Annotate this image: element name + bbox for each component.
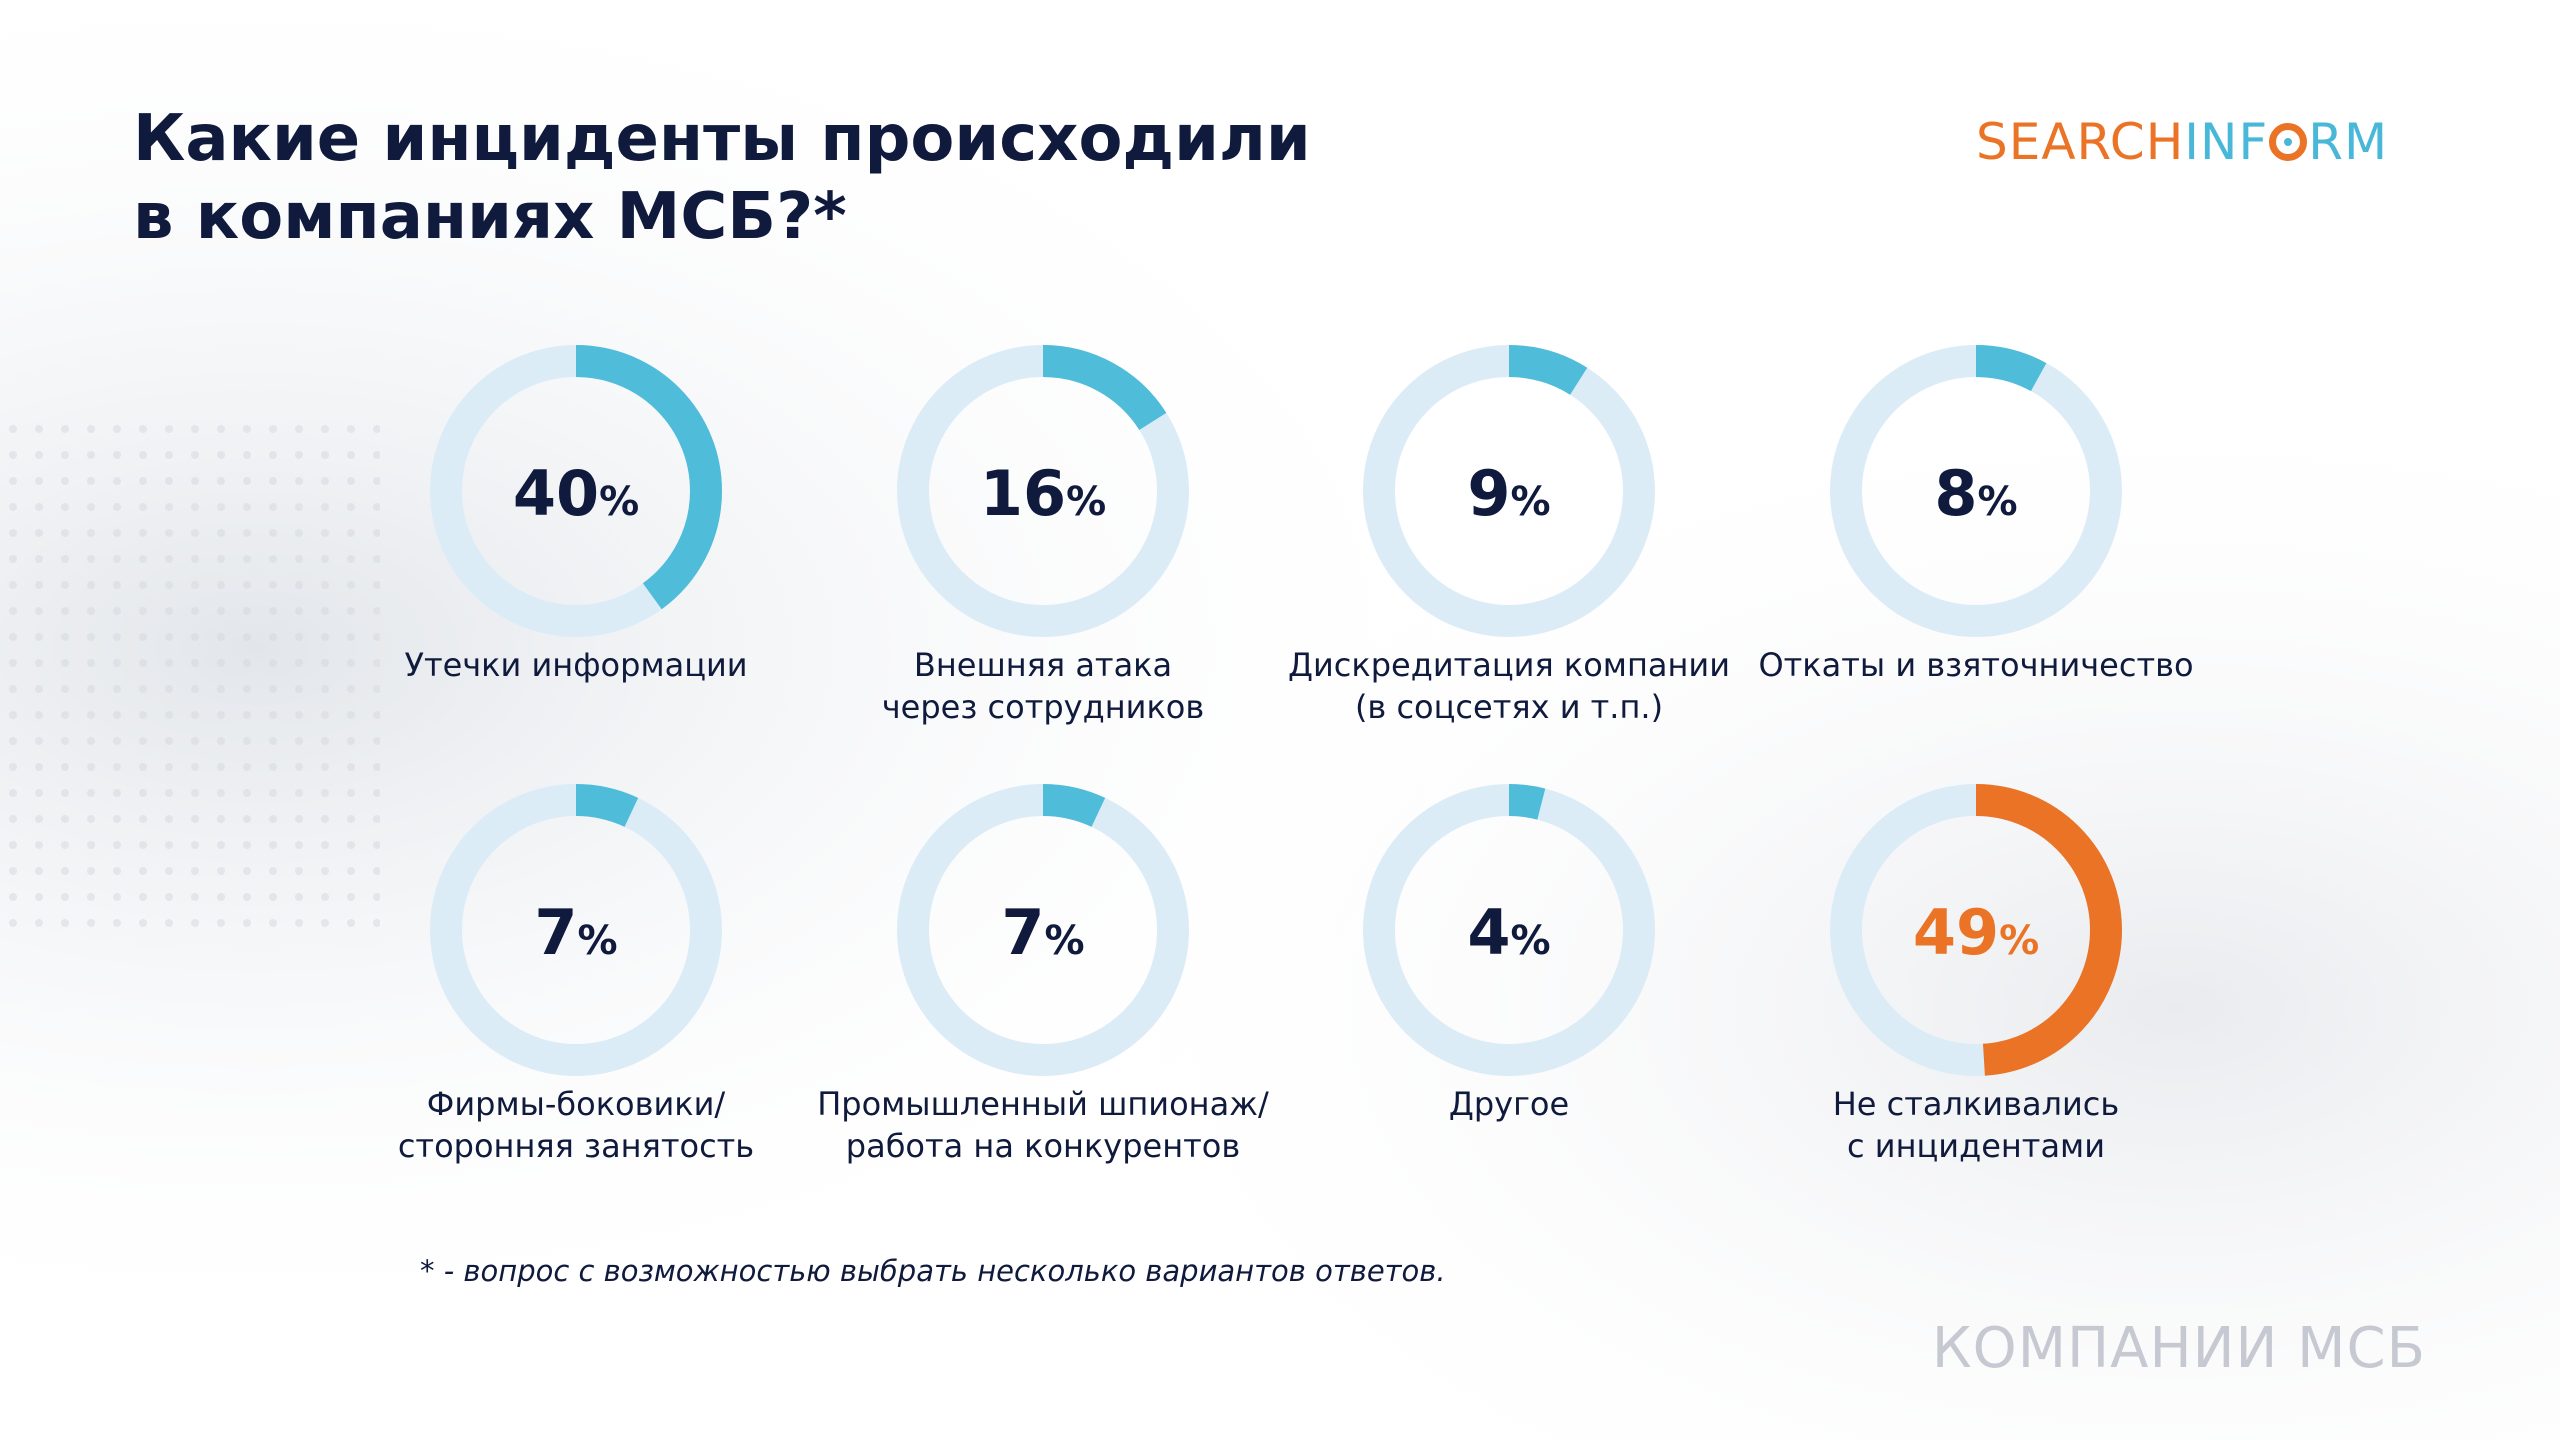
page-title-line-2: в компаниях МСБ?* (133, 180, 847, 254)
donut-2: 16% (897, 345, 1189, 637)
donut-category-label: Не сталкивались с инцидентами (1746, 1083, 2206, 1167)
donut-category-label-line: Другое (1448, 1085, 1570, 1123)
donut-4: 8% (1830, 345, 2122, 637)
donut-category-label-line: Утечки информации (404, 646, 748, 684)
donut-value-arc (1363, 345, 1655, 637)
donut-category-label: Откаты и взяточничество (1746, 644, 2206, 686)
donut-category-label-line: сторонняя занятость (397, 1127, 755, 1165)
donut-value-arc (897, 784, 1189, 1076)
donut-category-label: Другое (1279, 1083, 1739, 1125)
donut-category-label-line: Промышленный шпионаж/ (817, 1085, 1269, 1123)
donut-category-label-line: Дискредитация компании (1288, 646, 1730, 684)
donut-7: 4% (1363, 784, 1655, 1076)
donut-category-label-line: через сотрудников (881, 688, 1205, 726)
page-title: Какие инциденты происходили в компаниях … (133, 100, 1433, 256)
data-label: 8% (1934, 457, 2017, 530)
data-label: 49% (1913, 896, 2039, 969)
donut-category-label-line: Не сталкивались (1832, 1085, 2120, 1123)
donut-value-arc (897, 345, 1189, 637)
donut-category-label: Дискредитация компании (в соцсетях и т.п.… (1279, 644, 1739, 728)
donut-category-label: Промышленный шпионаж/работа на конкурент… (813, 1083, 1273, 1167)
donut-category-label-line: работа на конкурентов (845, 1127, 1241, 1165)
data-label: 40% (513, 457, 639, 530)
donut-category-label: Фирмы-боковики/сторонняя занятость (346, 1083, 806, 1167)
searchinform-logo: SEARCHINF RM (1976, 113, 2389, 171)
donut-1: 40% (430, 345, 722, 637)
logo-o-ring-icon (2269, 123, 2308, 161)
data-label: 9% (1467, 457, 1550, 530)
data-label: 4% (1467, 896, 1550, 969)
donut-category-label: Утечки информации (346, 644, 806, 686)
donut-category-label-line: (в соцсетях и т.п.) (1354, 688, 1664, 726)
data-label: 16% (980, 457, 1106, 530)
donut-category-label-line: Откаты и взяточничество (1758, 646, 2194, 684)
donut-5: 7% (430, 784, 722, 1076)
donut-8: 49% (1830, 784, 2122, 1076)
donut-category-label-line: Фирмы-боковики/ (426, 1085, 726, 1123)
data-label: 7% (534, 896, 617, 969)
donut-category-label: Внешняя атака через сотрудников (813, 644, 1273, 728)
donut-6: 7% (897, 784, 1189, 1076)
donut-value-arc (430, 345, 722, 637)
donut-3: 9% (1363, 345, 1655, 637)
donut-category-label-line: Внешняя атака (913, 646, 1173, 684)
section-label: КОМПАНИИ МСБ (1931, 1316, 2426, 1381)
donut-value-arc (430, 784, 722, 1076)
donut-category-label-line: с инцидентами (1847, 1127, 2105, 1165)
donut-value-arc (1830, 784, 2122, 1076)
footnote: * - вопрос с возможностью выбрать нескол… (420, 1254, 1446, 1288)
donut-value-arc (1830, 345, 2122, 637)
data-label: 7% (1001, 896, 1084, 969)
donut-value-arc (1363, 784, 1655, 1076)
page-title-line-1: Какие инциденты происходили (133, 102, 1311, 176)
